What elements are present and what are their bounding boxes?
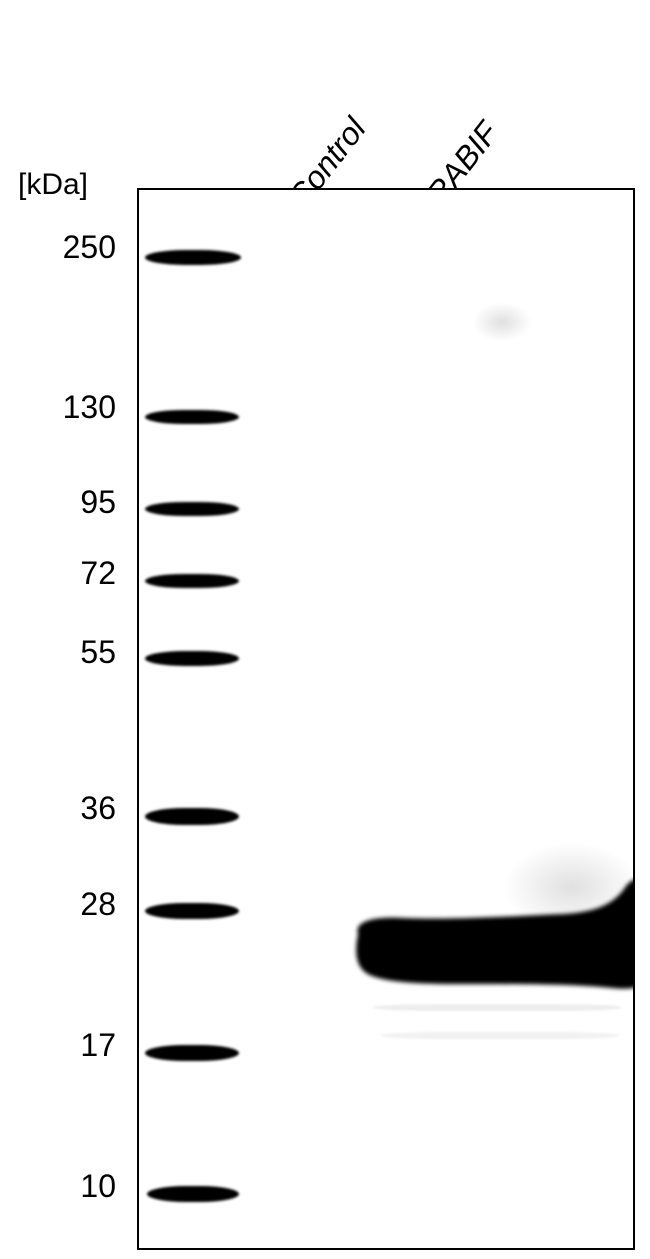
tick-28: 28 [36,886,116,923]
rabif-secondary-band-1 [372,1004,622,1011]
tick-36: 36 [36,790,116,827]
ladder-band-250 [145,250,241,265]
tick-95: 95 [36,484,116,521]
rabif-band-icon [344,872,635,1012]
faint-smudge-top [472,302,532,342]
tick-130: 130 [36,389,116,426]
tick-55: 55 [36,634,116,671]
tick-10: 10 [36,1168,116,1205]
tick-72: 72 [36,555,116,592]
blot-membrane [137,188,635,1250]
ladder-band-10 [147,1186,239,1202]
ladder-band-36 [145,808,239,825]
western-blot-figure: [kDa] Control RABIF 250 130 95 72 55 36 … [0,0,650,1259]
axis-unit-label: [kDa] [18,168,88,202]
ladder-band-17 [145,1045,239,1061]
ladder-band-28 [145,903,239,919]
rabif-secondary-band-2 [380,1032,620,1039]
ladder-band-72 [145,574,239,588]
ladder-band-55 [145,651,239,666]
tick-250: 250 [36,229,116,266]
ladder-band-95 [145,502,239,516]
tick-17: 17 [36,1027,116,1064]
ladder-band-130 [145,410,239,424]
